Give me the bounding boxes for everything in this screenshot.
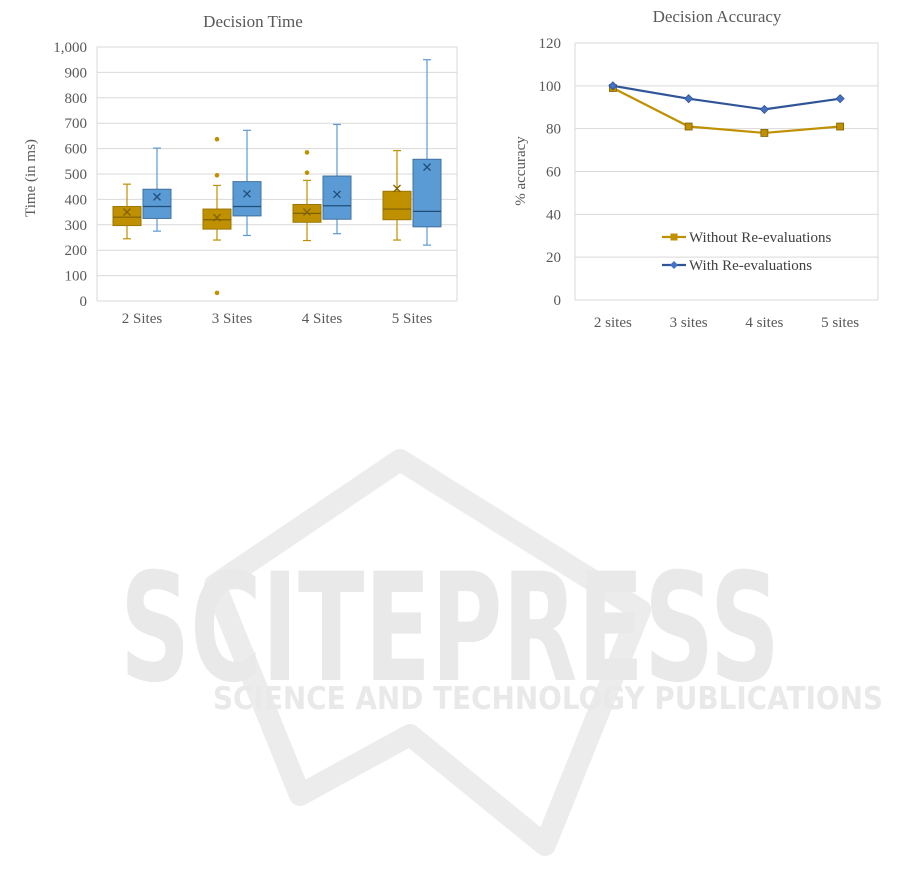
line-chart-legend: Without Re-evaluations With Re-evaluation… bbox=[662, 230, 831, 274]
line-x-tick-label: 3 sites bbox=[670, 315, 708, 331]
box-body bbox=[142, 188, 172, 219]
line-x-tick-label: 5 sites bbox=[821, 315, 859, 331]
box-y-tick-label: 600 bbox=[65, 142, 88, 158]
line-chart-x-ticks: 2 sites 3 sites 4 sites 5 sites bbox=[594, 315, 859, 331]
box-mean-marker bbox=[243, 189, 251, 198]
line-series-path bbox=[612, 86, 841, 135]
line-chart-title: Decision Accuracy bbox=[653, 7, 782, 26]
line-chart-marks bbox=[608, 81, 845, 137]
line-y-tick-label: 20 bbox=[546, 250, 561, 266]
box-mean-marker bbox=[213, 213, 221, 222]
watermark-text-small: SCIENCE AND TECHNOLOGY PUBLICATIONS bbox=[213, 681, 883, 717]
box-outlier bbox=[214, 172, 220, 178]
box-mean-marker bbox=[393, 184, 401, 193]
line-chart-y-ticks: 0 20 40 60 80 100 120 bbox=[539, 36, 562, 309]
box-y-tick-label: 500 bbox=[65, 167, 88, 183]
watermark-text-large: SCITEPRESS bbox=[120, 542, 780, 716]
box-chart-y-ticks: 0 100 200 300 400 500 600 700 800 900 1,000 bbox=[53, 40, 87, 310]
box-mean-marker bbox=[153, 192, 161, 201]
legend-swatch-marker bbox=[670, 261, 678, 269]
legend-label: Without Re-evaluations bbox=[689, 230, 831, 246]
line-point bbox=[684, 94, 694, 104]
box-mean-marker bbox=[303, 208, 311, 217]
box-group bbox=[142, 147, 172, 232]
box-body bbox=[412, 158, 442, 228]
box-body bbox=[112, 206, 142, 227]
line-point bbox=[836, 122, 845, 131]
box-body bbox=[232, 181, 262, 217]
box-y-tick-label: 100 bbox=[65, 269, 88, 285]
box-group bbox=[322, 123, 352, 235]
box-y-tick-label: 200 bbox=[65, 243, 88, 259]
box-group bbox=[382, 150, 412, 241]
legend-entry: Without Re-evaluations bbox=[662, 230, 831, 246]
box-y-tick-label: 800 bbox=[65, 91, 88, 107]
box-chart-x-ticks: 2 Sites 3 Sites 4 Sites 5 Sites bbox=[122, 311, 433, 327]
line-y-tick-label: 60 bbox=[546, 165, 561, 181]
box-chart-title: Decision Time bbox=[203, 12, 303, 31]
box-body bbox=[382, 190, 412, 221]
box-y-tick-label: 1,000 bbox=[53, 40, 87, 56]
decision-accuracy-chart: Decision Accuracy % accuracy 0 20 40 60 80 10… bbox=[513, 7, 879, 331]
line-series-path bbox=[612, 84, 841, 111]
line-point bbox=[684, 122, 693, 131]
box-x-tick-label: 5 Sites bbox=[392, 311, 433, 327]
watermark-book-shape bbox=[204, 449, 651, 856]
box-y-tick-label: 700 bbox=[65, 116, 88, 132]
box-group bbox=[412, 59, 442, 246]
box-outlier bbox=[304, 150, 310, 155]
legend-label: With Re-evaluations bbox=[689, 258, 812, 274]
line-chart-gridlines bbox=[574, 42, 879, 301]
box-group bbox=[112, 183, 142, 240]
box-y-tick-label: 400 bbox=[65, 192, 88, 208]
line-y-tick-label: 100 bbox=[539, 79, 562, 95]
box-outlier bbox=[304, 170, 310, 176]
box-outlier bbox=[214, 290, 220, 296]
line-series bbox=[608, 81, 845, 114]
box-x-tick-label: 4 Sites bbox=[302, 311, 343, 327]
decision-time-chart: Decision Time Time (in ms) 0 100 200 300 400… bbox=[23, 12, 458, 327]
line-x-tick-label: 2 sites bbox=[594, 315, 632, 331]
box-group bbox=[232, 129, 262, 237]
line-point bbox=[608, 81, 618, 91]
box-x-tick-label: 3 Sites bbox=[212, 311, 253, 327]
line-chart-y-axis-title: % accuracy bbox=[513, 136, 529, 206]
line-point bbox=[760, 129, 769, 137]
line-y-tick-label: 80 bbox=[546, 122, 561, 138]
line-x-tick-label: 4 sites bbox=[745, 315, 783, 331]
box-chart-marks bbox=[112, 59, 442, 296]
box-body bbox=[202, 208, 232, 230]
box-mean-marker bbox=[123, 208, 131, 217]
line-point bbox=[759, 104, 769, 114]
watermark: SCITEPRESS SCIENCE AND TECHNOLOGY PUBLIC… bbox=[120, 449, 883, 856]
box-y-tick-label: 300 bbox=[65, 218, 88, 234]
legend-swatch-marker bbox=[670, 233, 678, 241]
line-y-tick-label: 40 bbox=[546, 207, 561, 223]
box-mean-marker bbox=[423, 163, 431, 172]
box-group bbox=[202, 136, 232, 296]
box-x-tick-label: 2 Sites bbox=[122, 311, 163, 327]
line-point bbox=[835, 94, 845, 104]
box-group bbox=[292, 150, 322, 242]
box-chart-gridlines bbox=[96, 46, 458, 302]
line-y-tick-label: 120 bbox=[539, 36, 562, 52]
box-body bbox=[322, 175, 352, 220]
box-chart-y-axis-title: Time (in ms) bbox=[23, 139, 39, 217]
box-y-tick-label: 900 bbox=[65, 65, 88, 81]
line-y-tick-label: 0 bbox=[554, 293, 562, 309]
box-y-tick-label: 0 bbox=[80, 294, 88, 310]
legend-entry: With Re-evaluations bbox=[662, 258, 812, 274]
box-outlier bbox=[214, 136, 220, 142]
box-mean-marker bbox=[333, 190, 341, 199]
